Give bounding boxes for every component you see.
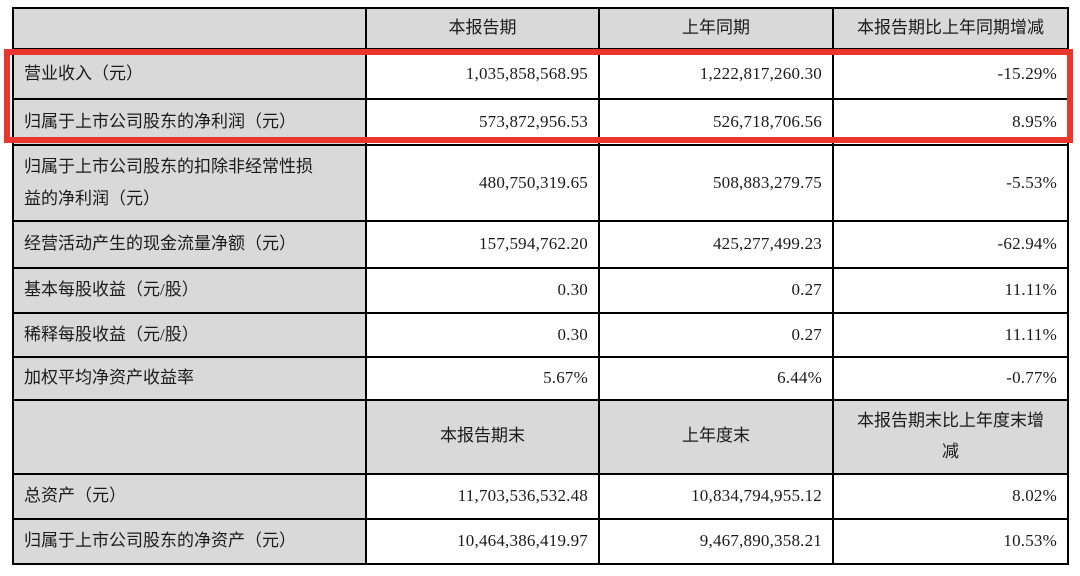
table-row-weighted-roe: 加权平均净资产收益率 5.67% 6.44% -0.77%: [12, 355, 1069, 401]
current-period-cell: 157,594,762.20: [365, 219, 600, 269]
row-label-cell: 稀释每股收益（元/股）: [12, 311, 367, 358]
header-current-period: 本报告期: [365, 7, 600, 50]
table-row-diluted-eps: 稀释每股收益（元/股） 0.30 0.27 11.11%: [12, 311, 1069, 358]
prior-period-cell: 508,883,279.75: [598, 143, 834, 222]
change-cell: 10.53%: [832, 517, 1069, 565]
current-period-cell: 11,703,536,532.48: [365, 472, 600, 520]
change-cell: -62.94%: [832, 219, 1069, 269]
change-cell: -15.29%: [832, 47, 1069, 100]
prior-period-cell: 0.27: [598, 266, 834, 314]
financial-summary-table: 本报告期 上年同期 本报告期比上年同期增减 营业收入（元） 1,035,858,…: [12, 7, 1069, 565]
row-label-cell: 归属于上市公司股东的净利润（元）: [12, 97, 367, 146]
row-label-cell: 加权平均净资产收益率: [12, 355, 367, 401]
section1-header-row: 本报告期 上年同期 本报告期比上年同期增减: [12, 7, 1069, 50]
change-cell: 11.11%: [832, 311, 1069, 358]
current-period-cell: 573,872,956.53: [365, 97, 600, 146]
row-label-cell: 营业收入（元）: [12, 47, 367, 100]
change-cell: 8.95%: [832, 97, 1069, 146]
row-label-cell: 经营活动产生的现金流量净额（元）: [12, 219, 367, 269]
change-cell: -5.53%: [832, 143, 1069, 222]
row-label-cell: 归属于上市公司股东的净资产（元）: [12, 517, 367, 565]
row-label-cell: 总资产（元）: [12, 472, 367, 520]
section2-header-row: 本报告期末 上年度末 本报告期末比上年度末增 减: [12, 398, 1069, 475]
table-row-net-profit: 归属于上市公司股东的净利润（元） 573,872,956.53 526,718,…: [12, 97, 1069, 146]
header-prior-period: 上年同期: [598, 7, 834, 50]
prior-period-cell: 0.27: [598, 311, 834, 358]
prior-period-cell: 6.44%: [598, 355, 834, 401]
header-empty-cell: [12, 398, 367, 475]
prior-period-cell: 9,467,890,358.21: [598, 517, 834, 565]
change-cell: 11.11%: [832, 266, 1069, 314]
table-row-basic-eps: 基本每股收益（元/股） 0.30 0.27 11.11%: [12, 266, 1069, 314]
header-prior-year-end: 上年度末: [598, 398, 834, 475]
prior-period-cell: 1,222,817,260.30: [598, 47, 834, 100]
current-period-cell: 0.30: [365, 266, 600, 314]
row-label-cell: 基本每股收益（元/股）: [12, 266, 367, 314]
table-row-net-assets: 归属于上市公司股东的净资产（元） 10,464,386,419.97 9,467…: [12, 517, 1069, 565]
change-cell: -0.77%: [832, 355, 1069, 401]
table-row-revenue: 营业收入（元） 1,035,858,568.95 1,222,817,260.3…: [12, 47, 1069, 100]
current-period-cell: 0.30: [365, 311, 600, 358]
table-row-deducted-net-profit: 归属于上市公司股东的扣除非经常性损 益的净利润（元） 480,750,319.6…: [12, 143, 1069, 222]
table-row-operating-cash-flow: 经营活动产生的现金流量净额（元） 157,594,762.20 425,277,…: [12, 219, 1069, 269]
current-period-cell: 1,035,858,568.95: [365, 47, 600, 100]
current-period-cell: 10,464,386,419.97: [365, 517, 600, 565]
current-period-cell: 5.67%: [365, 355, 600, 401]
prior-period-cell: 425,277,499.23: [598, 219, 834, 269]
header-period-end-change: 本报告期末比上年度末增 减: [832, 398, 1069, 475]
change-cell: 8.02%: [832, 472, 1069, 520]
header-empty-cell: [12, 7, 367, 50]
current-period-cell: 480,750,319.65: [365, 143, 600, 222]
header-change: 本报告期比上年同期增减: [832, 7, 1069, 50]
prior-period-cell: 10,834,794,955.12: [598, 472, 834, 520]
prior-period-cell: 526,718,706.56: [598, 97, 834, 146]
header-period-end: 本报告期末: [365, 398, 600, 475]
row-label-cell: 归属于上市公司股东的扣除非经常性损 益的净利润（元）: [12, 143, 367, 222]
table-row-total-assets: 总资产（元） 11,703,536,532.48 10,834,794,955.…: [12, 472, 1069, 520]
